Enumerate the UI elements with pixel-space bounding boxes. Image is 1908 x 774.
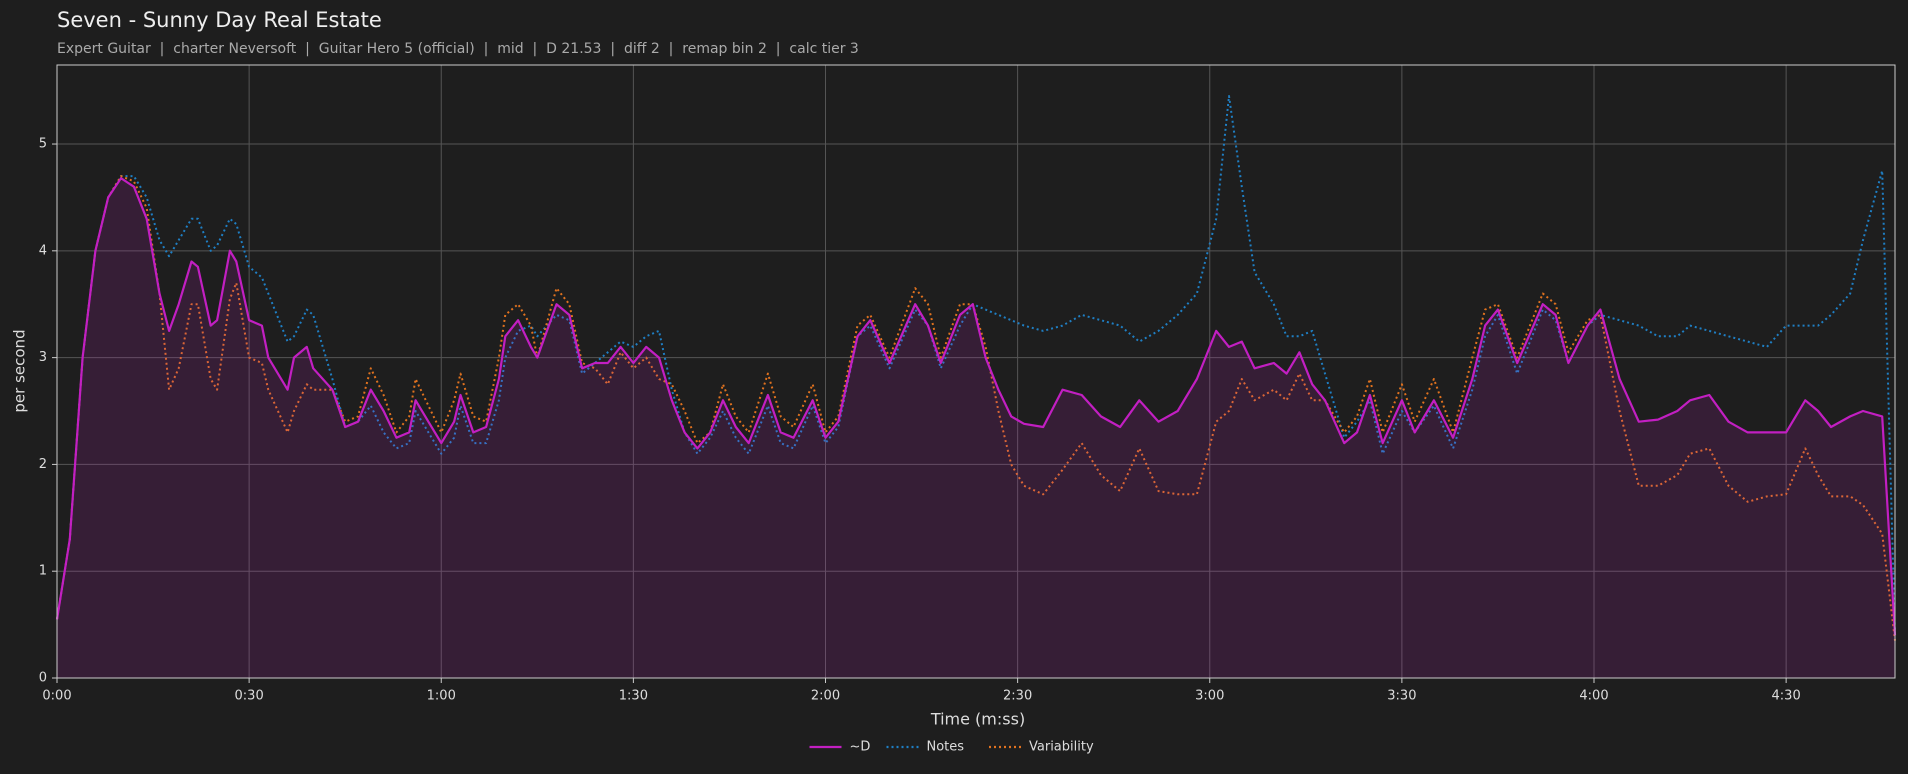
- y-tick-label: 1: [39, 564, 47, 579]
- x-tick-label: 0:00: [42, 689, 71, 704]
- series-line: [56, 95, 1896, 636]
- chart-title: Seven - Sunny Day Real Estate: [57, 8, 382, 32]
- x-tick-label: 1:00: [427, 689, 456, 704]
- x-tick-label: 4:30: [1772, 689, 1801, 704]
- x-tick-label: 1:30: [619, 689, 648, 704]
- y-tick-label: 3: [39, 350, 47, 365]
- plot-area: [57, 65, 1895, 678]
- x-tick-label: 3:00: [1195, 689, 1224, 704]
- x-tick-label: 2:30: [1003, 689, 1032, 704]
- x-tick-label: 4:00: [1579, 689, 1608, 704]
- series-line: [55, 177, 1897, 636]
- legend-label: Variability: [1029, 740, 1094, 755]
- y-tick-label: 2: [39, 457, 47, 472]
- legend-label: ~D: [850, 740, 871, 755]
- x-tick-label: 0:30: [235, 689, 264, 704]
- plot-border: [56, 64, 1896, 679]
- x-axis-label: Time (m:ss): [930, 710, 1025, 729]
- series-line: [56, 175, 1896, 641]
- area: [57, 178, 1895, 678]
- y-tick-label: 5: [39, 137, 47, 152]
- y-tick-label: 4: [39, 243, 47, 258]
- y-tick-label: 0: [39, 671, 47, 686]
- legend-label: Notes: [927, 740, 965, 755]
- y-axis-label: per second: [11, 329, 29, 412]
- x-tick-label: 3:30: [1387, 689, 1416, 704]
- x-tick-label: 2:00: [811, 689, 840, 704]
- chart-subtitle: Expert Guitar | charter Neversoft | Guit…: [57, 41, 859, 57]
